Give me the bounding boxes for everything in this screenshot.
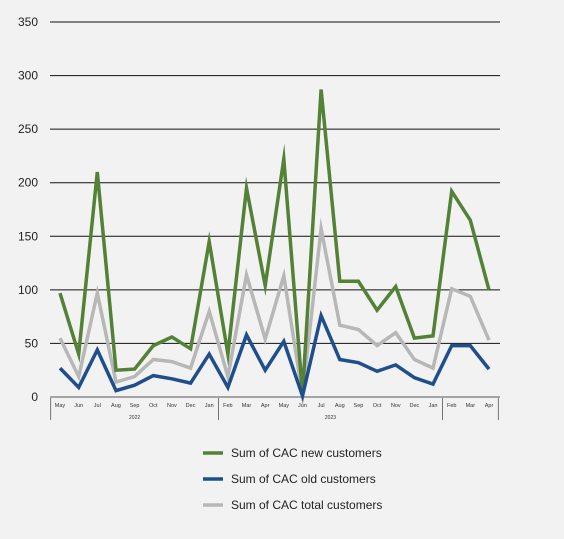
x-tick-label: Aug — [335, 403, 345, 409]
x-axis: May Jun Jul Aug Sep Oct Nov Dec Jan Feb Mar Apr May J… — [50, 398, 499, 421]
x-tick-label: Nov — [391, 403, 401, 409]
y-tick-label: 0 — [31, 390, 38, 404]
y-tick-label: 150 — [18, 229, 38, 243]
x-tick-label: Mar — [242, 403, 252, 409]
legend: Sum of CAC new customers Sum of CAC old c… — [203, 446, 382, 512]
x-tick-label: Jul — [94, 403, 101, 409]
x-tick-label: Feb — [447, 403, 456, 409]
x-tick-label: May — [55, 403, 66, 409]
x-tick-label: Jan — [429, 403, 438, 409]
y-tick-label: 50 — [25, 336, 39, 350]
gridlines — [50, 21, 500, 398]
x-tick-label: Jul — [318, 403, 325, 409]
year-label: 2022 — [129, 415, 140, 421]
x-tick-label: Sep — [130, 403, 140, 409]
series-line-2 — [58, 217, 491, 409]
y-axis: 0 50 100 150 200 250 300 350 — [18, 15, 38, 404]
x-tick-label: Apr — [261, 403, 270, 409]
x-tick-label: Dec — [186, 403, 196, 409]
y-tick-label: 200 — [18, 176, 38, 190]
series-line-1 — [58, 309, 491, 403]
x-tick-label: Apr — [485, 403, 494, 409]
x-tick-label: Sep — [354, 403, 364, 409]
x-tick-label: Aug — [111, 403, 121, 409]
x-tick-label: Feb — [223, 403, 232, 409]
x-tick-label: May — [279, 403, 290, 409]
y-tick-label: 100 — [18, 283, 38, 297]
x-tick-label: Mar — [466, 403, 476, 409]
series-lines — [58, 89, 491, 409]
legend-label: Sum of CAC total customers — [231, 498, 382, 512]
x-tick-label: Dec — [410, 403, 420, 409]
x-tick-label: Jun — [74, 403, 83, 409]
legend-label: Sum of CAC old customers — [231, 472, 376, 486]
x-tick-label: Nov — [167, 403, 177, 409]
year-label: 2023 — [325, 415, 336, 421]
y-tick-label: 350 — [18, 15, 38, 29]
x-tick-label: Oct — [149, 403, 158, 409]
y-tick-label: 250 — [18, 122, 38, 136]
x-tick-label: Jan — [205, 403, 214, 409]
series-line-0 — [58, 89, 491, 394]
y-tick-label: 300 — [18, 69, 38, 83]
x-tick-label: Oct — [373, 403, 382, 409]
legend-label: Sum of CAC new customers — [231, 446, 382, 460]
